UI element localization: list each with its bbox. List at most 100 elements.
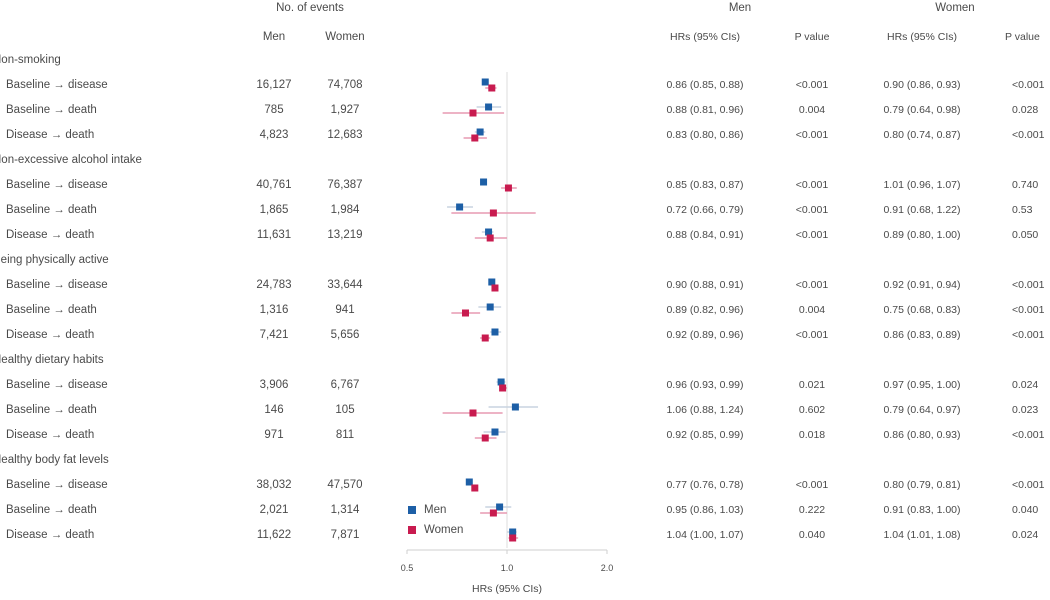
- events-men: 1,316: [259, 304, 289, 316]
- row-label: Baseline → death: [6, 504, 97, 516]
- legend-label-men: Men: [424, 504, 447, 516]
- events-women: 7,871: [330, 529, 360, 541]
- women-hr-ci: 0.86 (0.80, 0.93): [883, 429, 961, 441]
- row-label: Baseline → disease: [6, 179, 108, 191]
- men-hr-marker: [488, 278, 496, 286]
- men-hr-marker: [491, 428, 499, 436]
- women-p-value: <0.001: [1012, 479, 1045, 491]
- x-axis-label: HRs (95% CIs): [471, 583, 543, 595]
- events-women: 811: [335, 429, 355, 441]
- women-hr-ci: 0.90 (0.86, 0.93): [883, 79, 961, 91]
- events-women: 47,570: [327, 479, 363, 491]
- row-label: Baseline → death: [6, 104, 97, 116]
- events-men: 4,823: [259, 129, 289, 141]
- events-women: 5,656: [330, 329, 360, 341]
- events-women: 941: [335, 304, 355, 316]
- events-women: 33,644: [327, 279, 363, 291]
- women-hr-ci: 0.79 (0.64, 0.98): [883, 104, 961, 116]
- women-hr-marker: [489, 509, 497, 517]
- women-hr-marker: [486, 234, 494, 242]
- women-hr-ci: 0.80 (0.74, 0.87): [883, 129, 961, 141]
- events-men: 1,865: [259, 204, 289, 216]
- women-hr-ci: 0.89 (0.80, 1.00): [883, 229, 961, 241]
- women-hr-marker: [491, 284, 499, 292]
- legend-swatch-men: [408, 506, 416, 514]
- women-hr-marker: [471, 134, 479, 142]
- men-p-value: 0.004: [798, 104, 826, 116]
- men-p-value: 0.222: [798, 504, 826, 516]
- men-hr-marker: [456, 203, 464, 211]
- events-women: 1,927: [330, 104, 360, 116]
- women-p-value: <0.001: [1012, 129, 1045, 141]
- men-hr-ci: 0.90 (0.88, 0.91): [666, 279, 744, 291]
- events-women: 12,683: [327, 129, 363, 141]
- men-hr-marker: [491, 328, 499, 336]
- women-hr-ci: 1.04 (1.01, 1.08): [883, 529, 961, 541]
- events-men: 7,421: [259, 329, 289, 341]
- men-p-value: 0.004: [798, 304, 826, 316]
- events-women: 1,314: [330, 504, 360, 516]
- events-men: 24,783: [256, 279, 292, 291]
- men-results-title: Men: [728, 2, 752, 14]
- men-hr-ci: 0.88 (0.84, 0.91): [666, 229, 744, 241]
- men-hr-ci: 0.83 (0.80, 0.86): [666, 129, 744, 141]
- men-hr-marker: [485, 103, 493, 111]
- row-label: Baseline → disease: [6, 79, 108, 91]
- men-hr-header: HRs (95% CIs): [669, 31, 741, 43]
- women-hr-ci: 0.80 (0.79, 0.81): [883, 479, 961, 491]
- row-label: Baseline → death: [6, 404, 97, 416]
- women-hr-marker: [471, 484, 479, 492]
- men-p-value: 0.040: [798, 529, 826, 541]
- women-p-value: 0.53: [1012, 204, 1033, 216]
- row-label: Disease → death: [6, 229, 95, 241]
- women-p-value: 0.050: [1012, 229, 1039, 241]
- men-p-value: <0.001: [795, 279, 829, 291]
- events-men: 38,032: [256, 479, 292, 491]
- men-p-value: <0.001: [795, 329, 829, 341]
- men-hr-marker: [485, 228, 493, 236]
- x-tick-label: 0.5: [400, 563, 414, 573]
- events-title: No. of events: [276, 2, 344, 14]
- row-label: Disease → death: [6, 129, 95, 141]
- events-women: 6,767: [330, 379, 360, 391]
- group-header: Healthy body fat levels: [0, 454, 109, 466]
- men-hr-ci: 0.95 (0.86, 1.03): [666, 504, 744, 516]
- men-hr-ci: 0.92 (0.89, 0.96): [666, 329, 744, 341]
- women-hr-ci: 0.97 (0.95, 1.00): [883, 379, 961, 391]
- men-p-value: <0.001: [795, 129, 829, 141]
- events-women: 1,984: [330, 204, 360, 216]
- men-hr-marker: [476, 128, 484, 136]
- women-p-value: 0.740: [1012, 179, 1039, 191]
- men-hr-ci: 1.06 (0.88, 1.24): [666, 404, 744, 416]
- men-p-value: 0.602: [798, 404, 826, 416]
- x-tick-label: 2.0: [600, 563, 614, 573]
- women-p-value: <0.001: [1012, 329, 1045, 341]
- men-p-value: <0.001: [795, 179, 829, 191]
- women-hr-marker: [481, 434, 489, 442]
- women-p-value: 0.023: [1012, 404, 1039, 416]
- events-men: 785: [264, 104, 284, 116]
- women-p-value: 0.024: [1012, 379, 1039, 391]
- men-hr-ci: 0.89 (0.82, 0.96): [666, 304, 744, 316]
- men-hr-ci: 0.85 (0.83, 0.87): [666, 179, 744, 191]
- group-header: Non-smoking: [0, 54, 61, 66]
- events-men: 11,631: [256, 229, 292, 241]
- row-label: Disease → death: [6, 429, 95, 441]
- men-hr-marker: [511, 403, 519, 411]
- women-p-value: <0.001: [1012, 304, 1045, 316]
- men-hr-ci: 0.96 (0.93, 0.99): [666, 379, 744, 391]
- row-label: Baseline → death: [6, 304, 97, 316]
- legend-label-women: Women: [424, 524, 464, 536]
- events-men: 146: [264, 404, 284, 416]
- row-label: Baseline → death: [6, 204, 97, 216]
- women-hr-ci: 0.91 (0.83, 1.00): [883, 504, 961, 516]
- women-hr-marker: [481, 334, 489, 342]
- women-hr-marker: [488, 84, 496, 92]
- women-hr-marker: [461, 309, 469, 317]
- men-p-value: 0.021: [798, 379, 826, 391]
- men-p-value: <0.001: [795, 204, 829, 216]
- women-hr-ci: 0.75 (0.68, 0.83): [883, 304, 961, 316]
- events-women: 76,387: [327, 179, 363, 191]
- events-women: 13,219: [327, 229, 363, 241]
